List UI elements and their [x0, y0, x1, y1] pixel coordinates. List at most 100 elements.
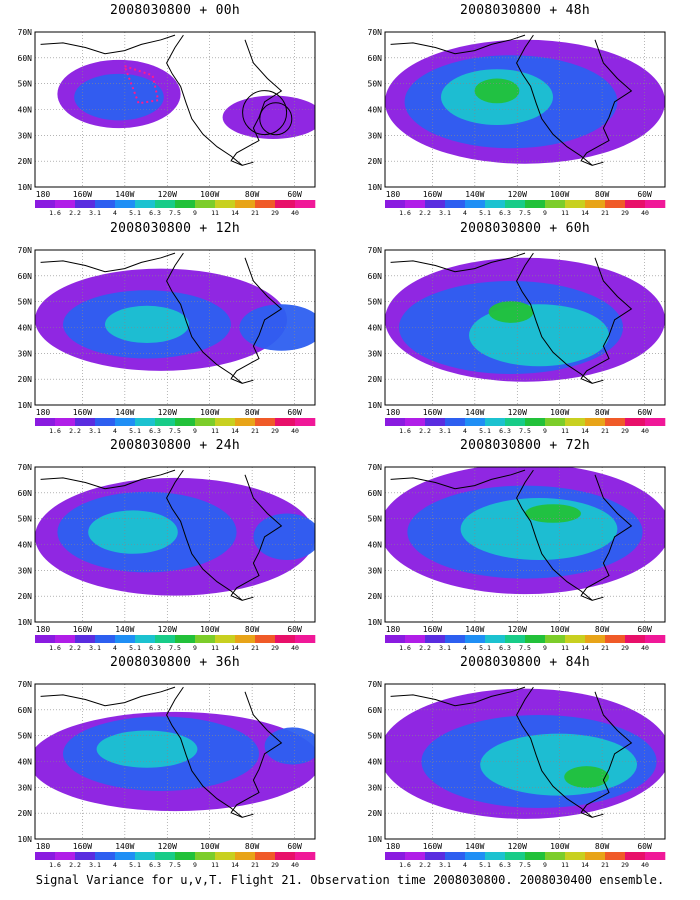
colorbar-swatch: [485, 200, 506, 208]
lon-tick-label: 120W: [158, 625, 177, 634]
colorbar-label: 40: [641, 209, 649, 217]
map-panel: 2008030800 + 00h 70N 60N 50N 40N 30N 20N 10N 180…: [0, 0, 350, 218]
colorbar-label: 1.6: [399, 644, 411, 652]
colorbar-swatch: [605, 635, 626, 643]
coastline: [230, 160, 254, 166]
variance-contour: [88, 510, 178, 554]
colorbar-swatch: [465, 200, 486, 208]
lat-tick-label: 40N: [368, 541, 383, 550]
colorbar-swatch: [75, 852, 96, 860]
panel-title: 2008030800 + 12h: [109, 221, 241, 236]
colorbar-swatch: [545, 200, 566, 208]
colorbar-swatch: [525, 200, 546, 208]
map-panel: 2008030800 + 84h 70N 60N 50N 40N 30N 20N 10N 180…: [350, 652, 700, 870]
colorbar-label: 3.1: [89, 209, 101, 217]
lat-tick-label: 60N: [18, 489, 33, 498]
lat-tick-label: 40N: [18, 758, 33, 767]
lon-tick-label: 100W: [200, 190, 219, 199]
coastline: [230, 378, 254, 384]
lat-tick-label: 10N: [18, 835, 33, 844]
colorbar-label: 9: [193, 644, 197, 652]
lat-tick-label: 70N: [18, 28, 33, 37]
lon-tick-label: 120W: [508, 842, 527, 851]
colorbar-swatch: [95, 418, 116, 426]
map-panel: 2008030800 + 36h 70N 60N 50N 40N 30N 20N 10N 180…: [0, 652, 350, 870]
lon-tick-label: 140W: [465, 842, 484, 851]
lon-tick-label: 160W: [423, 190, 442, 199]
colorbar-swatch: [485, 635, 506, 643]
map-panel: 2008030800 + 60h 70N 60N 50N 40N 30N 20N 10N 180…: [350, 218, 700, 436]
lat-tick-label: 50N: [368, 732, 383, 741]
panel-title: 2008030800 + 00h: [109, 3, 241, 18]
colorbar-swatch: [525, 418, 546, 426]
colorbar-label: 4: [463, 861, 467, 869]
colorbar-swatch: [625, 852, 646, 860]
coastline: [516, 252, 593, 384]
colorbar-swatch: [565, 635, 586, 643]
lat-tick-label: 60N: [368, 489, 383, 498]
colorbar-label: 9: [543, 427, 547, 435]
colorbar-swatch: [95, 852, 116, 860]
coastline: [230, 812, 254, 818]
colorbar-label: 40: [291, 209, 299, 217]
colorbar-label: 4: [113, 861, 117, 869]
colorbar-swatch: [195, 200, 216, 208]
colorbar-swatch: [505, 852, 526, 860]
colorbar-label: 29: [271, 861, 279, 869]
lat-tick-label: 70N: [368, 28, 383, 37]
colorbar-swatch: [585, 200, 606, 208]
variance-contour: [74, 73, 164, 121]
lat-tick-label: 70N: [18, 463, 33, 472]
colorbar-label: 11: [561, 861, 569, 869]
lon-tick-label: 140W: [115, 842, 134, 851]
lat-tick-label: 70N: [368, 463, 383, 472]
colorbar-swatch: [405, 200, 426, 208]
lat-tick-label: 10N: [368, 401, 383, 410]
colorbar-label: 21: [251, 644, 259, 652]
lat-tick-label: 10N: [18, 618, 33, 627]
lat-tick-label: 60N: [368, 54, 383, 63]
coastline: [580, 595, 604, 601]
lat-tick-label: 30N: [368, 349, 383, 358]
colorbar-swatch: [115, 852, 136, 860]
lon-tick-label: 120W: [158, 190, 177, 199]
coastline: [230, 691, 283, 813]
lat-tick-label: 50N: [18, 298, 33, 307]
colorbar-label: 14: [581, 861, 589, 869]
colorbar-label: 1.6: [49, 861, 61, 869]
colorbar-swatch: [115, 200, 136, 208]
lon-tick-label: 80W: [595, 625, 610, 634]
colorbar-label: 40: [291, 644, 299, 652]
coastline: [166, 686, 243, 818]
lon-tick-label: 180: [386, 625, 401, 634]
lon-tick-label: 60W: [287, 408, 302, 417]
colorbar-swatch: [585, 635, 606, 643]
colorbar-swatch: [295, 635, 316, 643]
coastline: [516, 469, 593, 601]
lat-tick-label: 60N: [18, 272, 33, 281]
colorbar-label: 21: [251, 861, 259, 869]
colorbar-label: 29: [621, 427, 629, 435]
colorbar-label: 14: [581, 427, 589, 435]
colorbar-swatch: [235, 200, 256, 208]
lat-tick-label: 30N: [368, 566, 383, 575]
colorbar-swatch: [135, 200, 156, 208]
colorbar-swatch: [545, 852, 566, 860]
variance-contour: [564, 766, 609, 788]
variance-contour: [239, 304, 315, 351]
panel-title: 2008030800 + 72h: [459, 438, 591, 453]
lat-tick-label: 30N: [368, 783, 383, 792]
colorbar-label: 4: [463, 209, 467, 217]
colorbar-label: 21: [251, 209, 259, 217]
colorbar-label: 1.6: [49, 209, 61, 217]
colorbar-swatch: [505, 635, 526, 643]
lon-tick-label: 120W: [158, 408, 177, 417]
colorbar-label: 2.2: [69, 427, 81, 435]
coastline: [580, 812, 604, 818]
colorbar-label: 14: [231, 427, 239, 435]
colorbar-label: 1.6: [49, 644, 61, 652]
colorbar-swatch: [255, 418, 276, 426]
lat-tick-label: 60N: [18, 54, 33, 63]
